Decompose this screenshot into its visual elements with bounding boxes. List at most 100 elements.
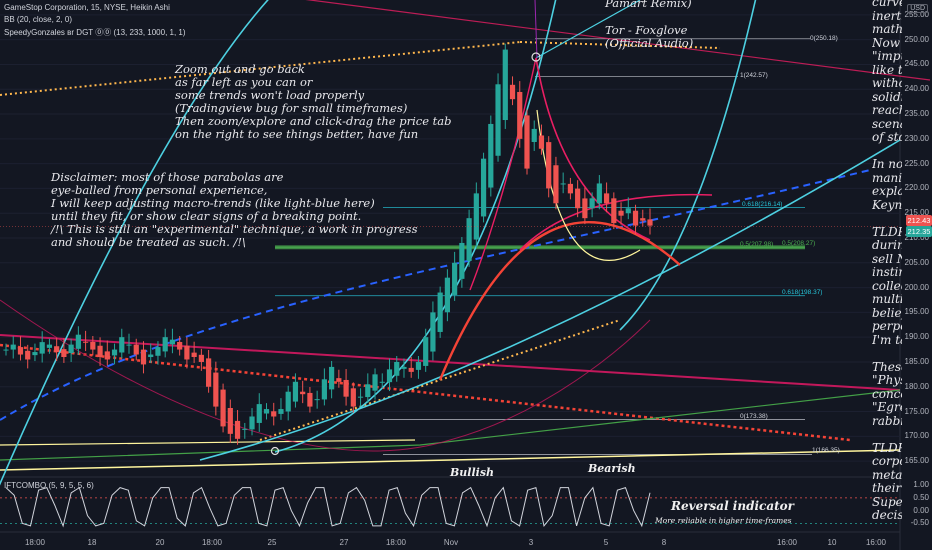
currency-badge[interactable]: USD xyxy=(907,4,928,13)
y-tick-label: 255.00 xyxy=(904,9,929,19)
osc-tick-label: 0.00 xyxy=(913,505,929,515)
candle-body xyxy=(625,208,631,214)
low-marker xyxy=(270,446,280,456)
candle-body xyxy=(10,344,16,350)
candle-body xyxy=(386,369,393,383)
candle-body xyxy=(596,183,602,204)
fib-label: 0.618(216.14) xyxy=(742,200,783,208)
candle-body xyxy=(32,352,38,356)
parabola-pink-right xyxy=(519,193,713,251)
candle-body xyxy=(502,49,508,121)
candle-body xyxy=(104,351,110,360)
candle-body xyxy=(97,345,103,357)
x-tick-label: 18:00 xyxy=(201,538,223,547)
candle-body xyxy=(177,341,183,350)
candle-body xyxy=(589,198,595,209)
candle-body xyxy=(25,350,31,360)
candle-body xyxy=(415,361,422,370)
candle-body xyxy=(191,352,197,357)
candle-body xyxy=(546,142,552,189)
candle-body xyxy=(111,349,118,356)
candle-body xyxy=(560,183,566,185)
fib-label: 0(173.38) xyxy=(740,412,768,420)
y-tick-label: 200.00 xyxy=(904,282,929,292)
x-tick-label: 3 xyxy=(528,538,534,547)
candle-body xyxy=(430,312,436,352)
parabola-outer xyxy=(199,139,901,461)
candle-body xyxy=(408,367,414,372)
apex-marker xyxy=(531,52,541,62)
candle-body xyxy=(640,218,646,221)
x-tick-label: 5 xyxy=(603,538,609,547)
candle-body xyxy=(524,115,530,169)
x-tick-label: 25 xyxy=(267,538,277,547)
candle-body xyxy=(75,334,81,349)
candle-body xyxy=(495,84,501,156)
candle-body xyxy=(444,277,450,313)
candle-body xyxy=(148,354,154,358)
candle-body xyxy=(39,342,45,354)
candle-body xyxy=(567,183,574,194)
candle-body xyxy=(509,84,516,100)
candle-body xyxy=(401,366,407,369)
legend-speedy[interactable]: SpeedyGonzales вr DGT ⓪⓪ (13, 233, 1000,… xyxy=(4,28,186,37)
candle-body xyxy=(365,384,371,398)
y-tick-label: 225.00 xyxy=(904,158,929,168)
candle-body xyxy=(285,391,291,412)
fib-label: 0.5(208.27) xyxy=(782,239,816,247)
y-tick-label: 190.00 xyxy=(904,332,929,342)
support-yellow xyxy=(0,439,416,446)
trendline-blue-dashed xyxy=(0,169,871,421)
price-tag[interactable]: 212.35 xyxy=(906,226,932,238)
parabola-pink-left xyxy=(469,57,537,291)
trendline-green xyxy=(0,389,901,461)
osc-tick-label: 0.50 xyxy=(913,492,929,502)
parabola-left xyxy=(274,0,557,453)
candle-body xyxy=(372,374,378,391)
candle-body xyxy=(155,347,161,356)
x-tick-label: 8 xyxy=(661,538,667,547)
apex-ray xyxy=(535,0,641,59)
candle-body xyxy=(466,218,472,261)
y-tick-label: 240.00 xyxy=(904,84,929,94)
candle-body xyxy=(133,344,139,355)
y-tick-label: 245.00 xyxy=(904,59,929,69)
legend-oscillator[interactable]: IFTCOMBO (5, 9, 5, 5, 6) xyxy=(4,481,94,490)
candle-body xyxy=(480,158,487,217)
y-tick-label: 235.00 xyxy=(904,109,929,119)
parabola-pink-inner xyxy=(535,57,651,241)
candle-body xyxy=(227,407,233,434)
trendline-yellow xyxy=(0,449,901,471)
price-tag[interactable]: 212.43 xyxy=(906,214,932,226)
candle-body xyxy=(321,379,327,400)
candle-body xyxy=(300,391,306,395)
candle-body xyxy=(336,378,342,382)
x-tick-label: 18 xyxy=(87,538,97,547)
x-tick-label: Nov xyxy=(443,538,459,547)
x-tick-label: 27 xyxy=(339,538,349,547)
candle-body xyxy=(350,388,356,407)
y-tick-label: 180.00 xyxy=(904,381,929,391)
candle-body xyxy=(292,381,299,402)
parabola-right xyxy=(619,0,757,331)
fib-label: 0.618(198.37) xyxy=(782,288,823,296)
legend-bb[interactable]: BB (20, close, 2, 0) xyxy=(4,15,73,24)
candle-body xyxy=(206,358,212,387)
trendline-orange-top-2 xyxy=(519,41,721,49)
candle-body xyxy=(278,409,284,414)
y-tick-label: 205.00 xyxy=(904,257,929,267)
candle-body xyxy=(184,345,190,360)
candle-body xyxy=(234,420,241,439)
fib-label: 1(166.35) xyxy=(812,447,840,455)
note-bullish: Bullish xyxy=(450,466,495,479)
note-pamart: Pamart Remix) xyxy=(605,0,692,10)
candle-body xyxy=(126,344,132,346)
candle-body xyxy=(198,354,204,362)
vertical-violet xyxy=(534,0,538,59)
candle-body xyxy=(452,262,458,295)
candle-body xyxy=(582,198,588,219)
candle-body xyxy=(314,399,320,401)
legend-symbol[interactable]: GameStop Corporation, 15, NYSE, Heikin A… xyxy=(4,3,170,12)
